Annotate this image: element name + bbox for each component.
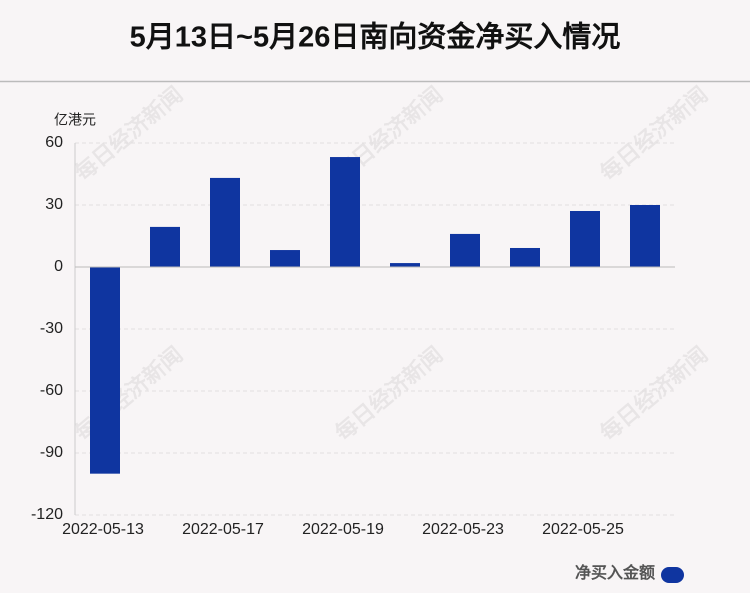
y-tick-label: -90 (40, 444, 63, 461)
y-tick-label: -60 (40, 382, 63, 399)
y-axis-unit: 亿港元 (54, 112, 96, 128)
y-tick-label: -30 (40, 320, 63, 337)
legend-label: 净买入金额 (575, 563, 655, 582)
bar (90, 267, 120, 474)
bar (510, 247, 540, 267)
y-tick-label: 0 (54, 258, 63, 275)
chart-title: 5月13日~5月26日南向资金净买入情况 (130, 20, 621, 54)
x-tick-label: 2022-05-17 (182, 521, 264, 538)
bar (450, 233, 480, 267)
bar (270, 250, 300, 267)
y-tick-label: 60 (45, 134, 63, 151)
bar (150, 226, 180, 267)
bar (570, 210, 600, 267)
bar (390, 263, 420, 267)
bar (210, 177, 240, 267)
x-tick-label: 2022-05-19 (302, 521, 384, 538)
bar (330, 157, 360, 267)
bar (630, 205, 660, 267)
legend-swatch (661, 567, 684, 583)
x-tick-label: 2022-05-23 (422, 521, 504, 538)
y-tick-label: -120 (31, 506, 63, 523)
x-tick-label: 2022-05-25 (542, 521, 624, 538)
y-tick-label: 30 (45, 196, 63, 213)
x-tick-label: 2022-05-13 (62, 521, 144, 538)
